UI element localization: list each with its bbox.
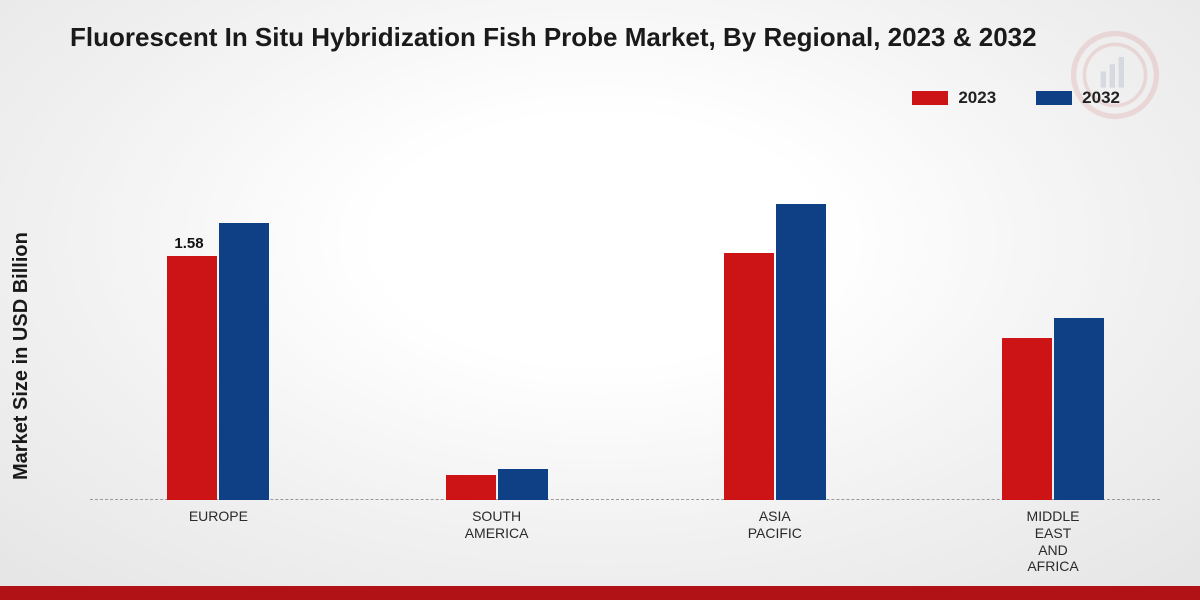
x-axis-labels: EUROPE SOUTH AMERICA ASIA PACIFIC MIDDLE EA… bbox=[90, 500, 1160, 600]
bar-mea-2032 bbox=[1054, 318, 1104, 500]
legend-label-2032: 2032 bbox=[1082, 88, 1120, 108]
chart-title: Fluorescent In Situ Hybridization Fish P… bbox=[70, 22, 1160, 53]
x-label-europe: EUROPE bbox=[189, 508, 248, 525]
bar-south_america-2032 bbox=[498, 469, 548, 500]
legend-swatch-2032 bbox=[1036, 91, 1072, 105]
bar-group-south_america bbox=[446, 469, 548, 500]
x-label-asia_pacific: ASIA PACIFIC bbox=[748, 508, 802, 542]
x-label-south_america: SOUTH AMERICA bbox=[465, 508, 529, 542]
legend-item-2032: 2032 bbox=[1036, 88, 1120, 108]
bar-europe-2023 bbox=[167, 256, 217, 500]
plot-area: 1.58 bbox=[90, 130, 1160, 500]
bar-asia_pacific-2032 bbox=[776, 204, 826, 500]
footer-accent-bar bbox=[0, 586, 1200, 600]
legend-item-2023: 2023 bbox=[912, 88, 996, 108]
legend-label-2023: 2023 bbox=[958, 88, 996, 108]
x-label-mea: MIDDLE EAST AND AFRICA bbox=[1027, 508, 1080, 575]
bar-asia_pacific-2023 bbox=[724, 253, 774, 500]
value-label-europe-2023: 1.58 bbox=[174, 235, 203, 252]
legend-swatch-2023 bbox=[912, 91, 948, 105]
bar-south_america-2023 bbox=[446, 475, 496, 500]
bar-group-europe bbox=[167, 223, 269, 501]
bar-europe-2032 bbox=[219, 223, 269, 501]
legend: 2023 2032 bbox=[912, 88, 1120, 108]
y-axis-label: Market Size in USD Billion bbox=[10, 232, 33, 480]
bar-group-asia_pacific bbox=[724, 204, 826, 500]
bar-group-mea bbox=[1002, 318, 1104, 500]
bar-mea-2023 bbox=[1002, 338, 1052, 500]
